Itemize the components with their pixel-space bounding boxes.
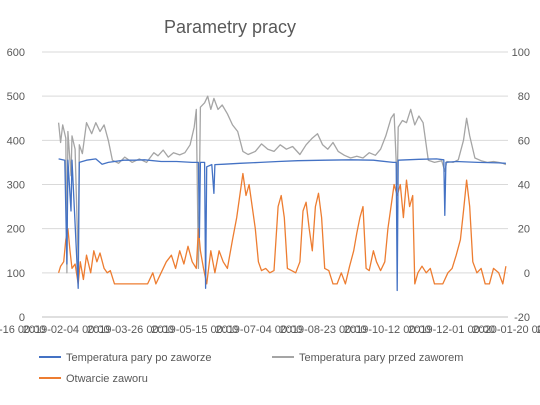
legend: Temperatura pary po zaworze Temperatura p…: [39, 352, 463, 385]
x-tick-label: 2019-12-01 00:00: [408, 324, 495, 336]
x-tick-label: 2019-03-26 00:00: [87, 324, 174, 336]
x-tick-label: 2019-07-04 00:00: [215, 324, 302, 336]
x-tick-label: 2018-12-16 00:00: [0, 324, 45, 336]
series-line-1: [58, 158, 506, 292]
x-tick-label: 2020-01-20 00:00: [472, 324, 540, 336]
legend-label: Temperatura pary po zaworze: [66, 352, 212, 364]
y-axis-left: 0 100 200 300 400 500 600: [7, 47, 25, 324]
series-layer: [57, 95, 507, 292]
y-left-tick-label: 300: [7, 180, 25, 192]
x-tick-label: 2020-03-10 00:00: [537, 324, 540, 336]
y-right-tick-label: 100: [512, 47, 530, 59]
y-left-tick-label: 100: [7, 268, 25, 280]
legend-label: Otwarcie zaworu: [66, 373, 148, 385]
y-left-tick-label: 0: [19, 312, 25, 324]
y-right-tick-label: -20: [514, 312, 530, 324]
y-axis-right: -20 0 20 40 60 80 100: [512, 47, 530, 324]
gridlines: [42, 51, 508, 318]
x-tick-label: 2019-02-04 00:00: [23, 324, 110, 336]
series-line-3: [57, 172, 507, 285]
y-right-tick-label: 0: [524, 268, 530, 280]
x-tick-label: 2019-05-15 00:00: [151, 324, 238, 336]
x-tick-label: 2019-10-12 00:00: [344, 324, 431, 336]
series-line-2: [57, 95, 507, 274]
y-right-tick-label: 40: [518, 180, 530, 192]
y-left-tick-label: 500: [7, 91, 25, 103]
y-left-tick-label: 600: [7, 47, 25, 59]
chart-title: Parametry pracy: [164, 17, 296, 37]
x-tick-label: 2019-08-23 00:00: [280, 324, 367, 336]
y-right-tick-label: 20: [518, 224, 530, 236]
y-right-tick-label: 60: [518, 135, 530, 147]
legend-label: Temperatura pary przed zaworem: [299, 352, 463, 364]
y-left-tick-label: 200: [7, 224, 25, 236]
y-left-tick-label: 400: [7, 135, 25, 147]
y-right-tick-label: 80: [518, 91, 530, 103]
